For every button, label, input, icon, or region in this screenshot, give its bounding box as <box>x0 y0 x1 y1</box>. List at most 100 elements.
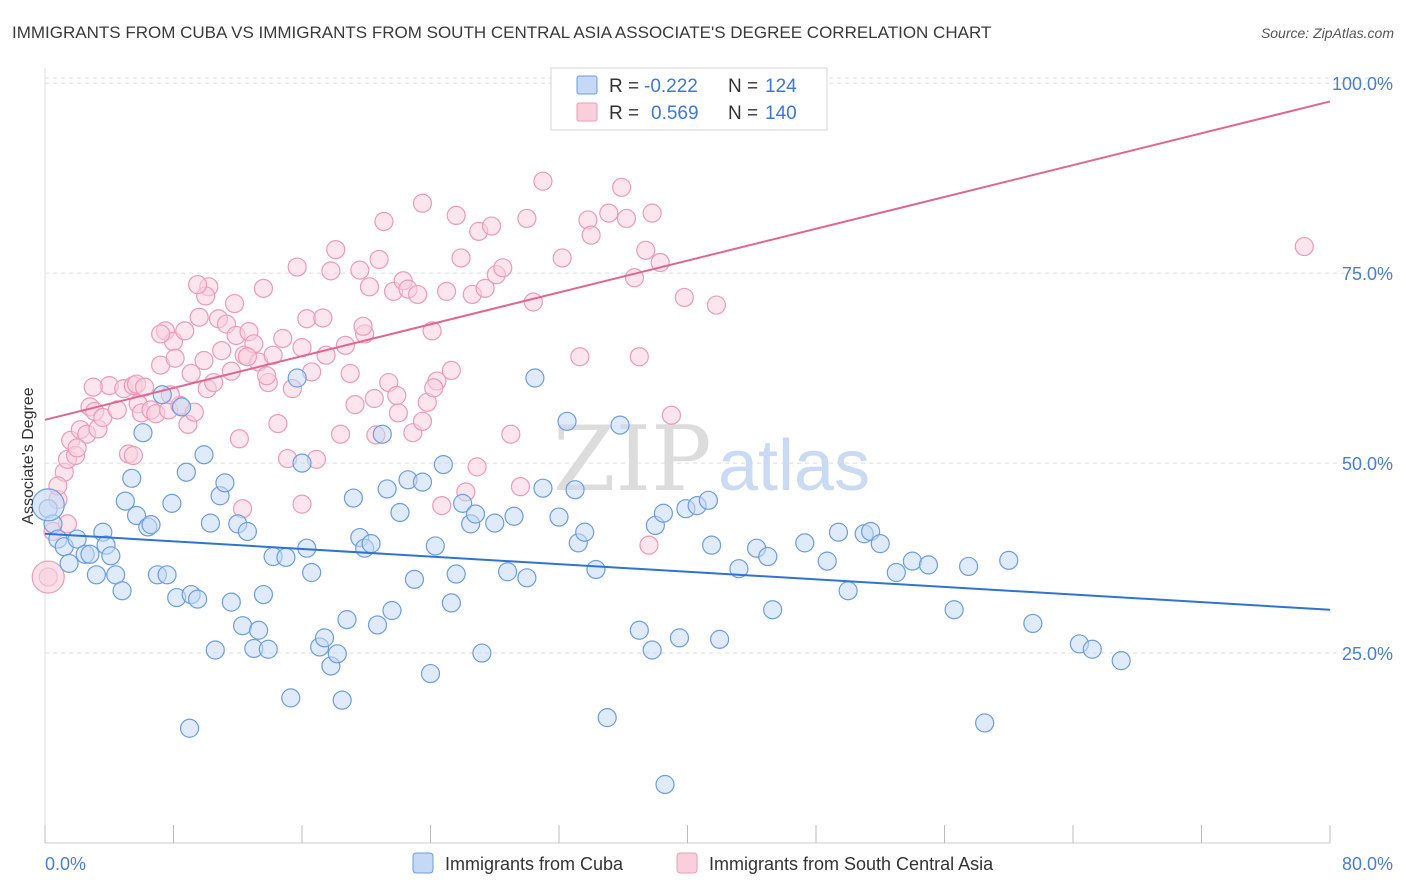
cuba-point <box>710 629 730 649</box>
south-central-asia-point <box>292 494 312 514</box>
south-central-asia-point <box>1294 236 1314 257</box>
south-central-asia-point <box>599 203 619 223</box>
south-central-asia-point <box>552 248 572 268</box>
cuba-point <box>763 600 783 620</box>
south-central-asia-point <box>517 208 537 229</box>
south-central-asia-point <box>123 445 143 466</box>
cuba-point <box>176 462 196 482</box>
x-tick-label-max: 80.0% <box>1342 854 1393 874</box>
bottom-legend-label-sca: Immigrants from South Central Asia <box>709 854 994 874</box>
cuba-point <box>200 513 221 533</box>
cuba-point <box>157 565 177 585</box>
cuba-point <box>179 718 200 738</box>
bottom-legend-label-cuba: Immigrants from Cuba <box>445 854 624 874</box>
south-central-asia-point <box>364 388 384 409</box>
south-central-asia-point <box>422 321 442 341</box>
cuba-point <box>237 521 257 542</box>
south-central-asia-point <box>313 308 333 328</box>
south-central-asia-point <box>340 363 360 384</box>
cuba-point <box>498 562 518 582</box>
legend-swatch-south-central-asia <box>576 102 598 122</box>
source-label: Source: ZipAtlas.com <box>1261 25 1394 41</box>
south-central-asia-point <box>359 277 380 297</box>
south-central-asia-point <box>212 341 232 361</box>
cuba-point <box>215 473 235 493</box>
south-central-asia-point <box>570 347 590 367</box>
cuba-point <box>795 533 815 553</box>
cuba-point <box>281 688 301 708</box>
south-central-asia-point <box>345 394 365 415</box>
south-central-asia-point <box>268 413 288 434</box>
trend-line-south-central-asia <box>44 100 1331 421</box>
cuba-point <box>390 502 410 523</box>
south-central-asia-point <box>481 216 502 236</box>
cuba-point <box>533 478 553 498</box>
cuba-point <box>332 690 352 710</box>
cuba-point <box>838 581 858 601</box>
y-tick-label: 100.0% <box>1332 74 1393 94</box>
cuba-point <box>1082 639 1102 659</box>
cuba-point <box>122 468 142 488</box>
south-central-asia-point <box>424 378 444 398</box>
y-tick-label: 75.0% <box>1342 264 1393 284</box>
cuba-point <box>446 564 466 584</box>
south-central-asia-point <box>187 274 208 295</box>
cuba-point <box>86 565 107 585</box>
cuba-point <box>586 559 606 580</box>
south-central-asia-point <box>204 372 224 393</box>
cuba-point <box>162 493 182 513</box>
y-axis-label: Associate's Degree <box>20 387 37 524</box>
cuba-point <box>642 640 662 660</box>
legend-r-label-sca: R = <box>609 103 639 124</box>
south-central-asia-point <box>642 203 662 223</box>
y-tick-labels: 25.0% 50.0% 75.0% 100.0% <box>1332 74 1393 664</box>
south-central-asia-point <box>467 457 487 477</box>
cuba-point <box>327 644 347 664</box>
south-central-asia-point <box>388 403 408 423</box>
cuba-point <box>557 411 577 431</box>
legend-swatch-cuba <box>576 75 598 95</box>
cuba-point <box>669 628 690 648</box>
trend-line-cuba <box>44 532 1331 611</box>
cuba-large-point <box>31 488 65 522</box>
legend-n-value-sca: 140 <box>765 103 797 124</box>
cuba-point <box>653 503 674 523</box>
south-central-asia-large-point <box>31 560 65 594</box>
cuba-point <box>112 581 132 601</box>
cuba-point <box>343 488 363 508</box>
cuba-point <box>433 455 453 475</box>
south-central-asia-point <box>408 284 428 305</box>
legend-n-label-sca: N = <box>728 103 758 124</box>
cuba-point <box>372 424 392 444</box>
legend-n-label-cuba: N = <box>728 76 758 97</box>
south-central-asia-point <box>616 208 637 229</box>
south-central-asia-point <box>194 350 214 371</box>
cuba-point <box>412 472 433 492</box>
cuba-point <box>701 535 722 555</box>
x-tick-label-min: 0.0% <box>45 854 86 874</box>
south-central-asia-point <box>493 258 513 278</box>
watermark-atlas: atlas <box>718 426 870 506</box>
cuba-point <box>232 616 253 636</box>
cuba-point <box>517 568 537 588</box>
cuba-point <box>698 490 718 510</box>
cuba-point <box>337 610 357 630</box>
south-central-asia-point <box>165 348 185 368</box>
cuba-point <box>425 536 445 556</box>
south-central-asia-point <box>326 239 346 260</box>
south-central-asia-point <box>350 260 370 280</box>
south-central-asia-point <box>432 496 452 516</box>
cuba-point <box>187 589 208 609</box>
cuba-point <box>575 522 595 542</box>
cuba-point <box>106 565 126 585</box>
cuba-point <box>655 774 675 795</box>
south-central-asia-point <box>83 377 103 397</box>
south-central-asia-point <box>273 328 293 349</box>
south-central-asia-point <box>412 193 433 213</box>
legend-r-value-cuba: -0.222 <box>644 76 698 97</box>
chart-title: IMMIGRANTS FROM CUBA VS IMMIGRANTS FROM … <box>12 23 991 42</box>
cuba-point <box>133 423 153 443</box>
south-central-asia-point <box>629 347 649 367</box>
south-central-asia-point <box>533 171 553 191</box>
